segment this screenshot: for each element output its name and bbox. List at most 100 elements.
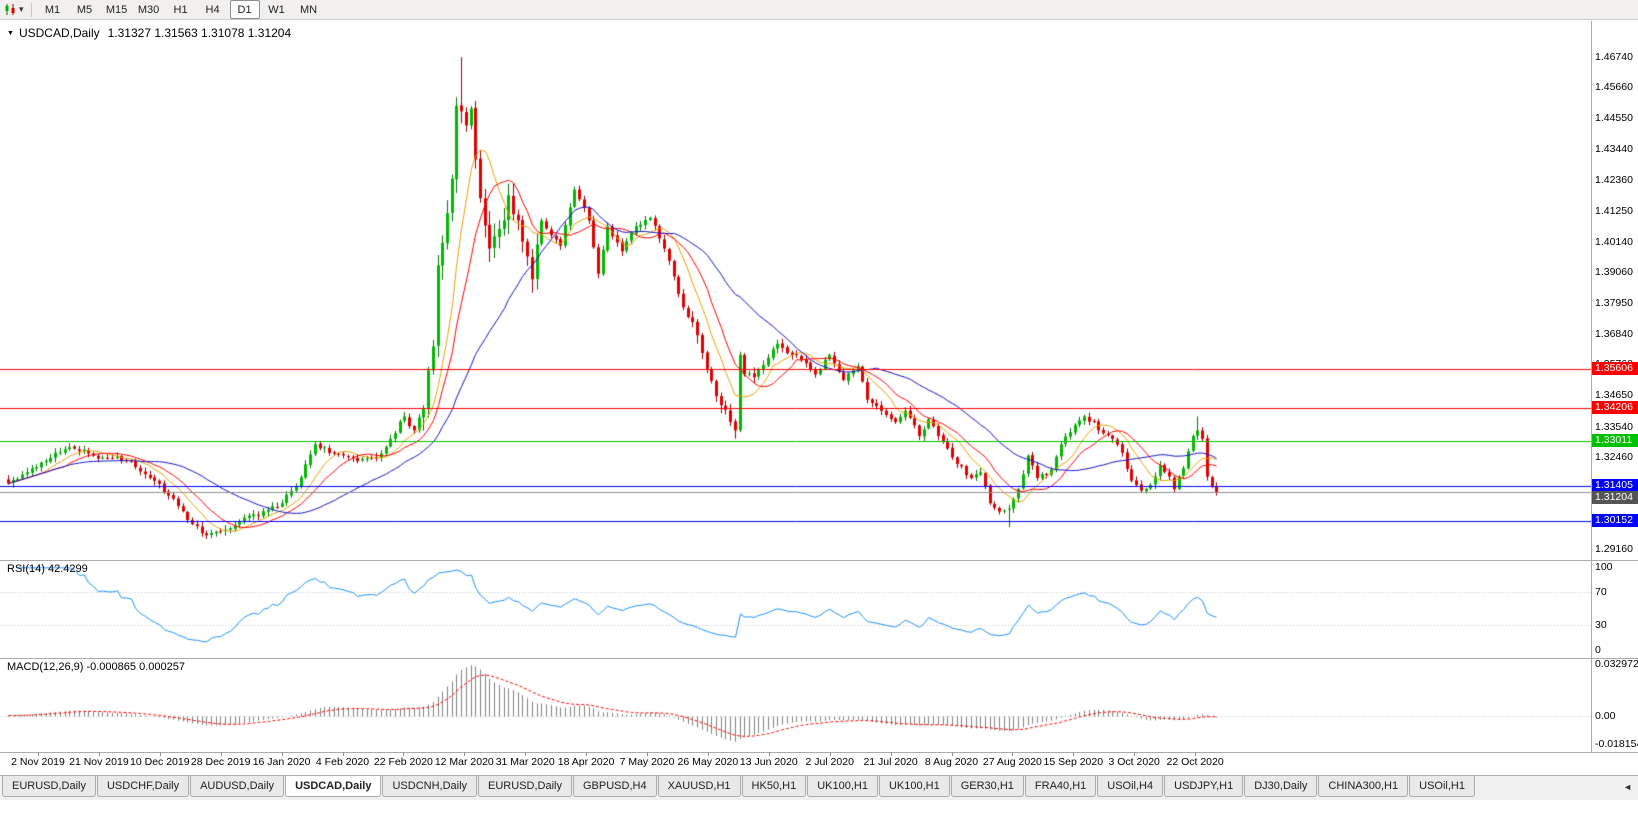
chart-tab-china300-h1[interactable]: CHINA300,H1 xyxy=(1318,776,1409,797)
date-tick xyxy=(1195,752,1196,756)
date-tick xyxy=(586,752,587,756)
rsi-tick-label: 0 xyxy=(1595,644,1601,656)
chart-ohlc-values: 1.31327 1.31563 1.31078 1.31204 xyxy=(107,26,292,40)
chart-tab-hk50-h1[interactable]: HK50,H1 xyxy=(741,776,807,797)
macd-tick-label: -0.018154 xyxy=(1595,738,1638,750)
chart-tab-dj30-daily[interactable]: DJ30,Daily xyxy=(1244,776,1318,797)
date-tick xyxy=(38,752,39,756)
date-label: 15 Sep 2020 xyxy=(1043,756,1104,768)
timeframe-button-m5[interactable]: M5 xyxy=(76,3,93,16)
date-label: 2 Nov 2019 xyxy=(11,756,65,768)
chart-tab-xauusd-h1[interactable]: XAUUSD,H1 xyxy=(657,776,741,797)
current-price-badge: 1.31204 xyxy=(1592,490,1638,504)
date-label: 27 Aug 2020 xyxy=(982,756,1042,768)
chart-tab-bar: EURUSD,Daily USDCHF,Daily AUDUSD,Daily USDC… xyxy=(0,775,1638,800)
macd-tick-label: 0.00 xyxy=(1595,709,1616,722)
price-tick-label: 1.42360 xyxy=(1595,173,1633,186)
date-tick xyxy=(1012,752,1013,756)
chart-tab-usoil-h4[interactable]: USOil,H4 xyxy=(1097,776,1164,797)
price-level-badge: 1.30152 xyxy=(1592,514,1638,528)
timeframe-button-mn[interactable]: MN xyxy=(299,3,318,16)
date-tick xyxy=(282,752,283,756)
date-tick xyxy=(708,752,709,756)
chart-type-icon[interactable] xyxy=(4,3,18,16)
rsi-tick-label: 30 xyxy=(1595,619,1607,632)
date-label: 8 Aug 2020 xyxy=(924,756,979,768)
chart-tab-uk100-h1[interactable]: UK100,H1 xyxy=(807,776,878,797)
price-tick-label: 1.41250 xyxy=(1595,204,1633,217)
chart-symbol-label: USDCAD,Daily xyxy=(18,26,100,40)
chart-tab-usdcad-daily[interactable]: USDCAD,Daily xyxy=(285,776,382,797)
price-tick-label: 1.46740 xyxy=(1595,51,1633,64)
dropdown-caret-icon[interactable]: ▾ xyxy=(19,4,24,14)
date-label: 16 Jan 2020 xyxy=(252,756,311,768)
price-level-badge: 1.31405 xyxy=(1592,479,1638,493)
date-label: 21 Jul 2020 xyxy=(863,756,918,768)
timeframe-button-group: M1 M5 M15 M30 H1 H4 D1 W1 MN xyxy=(37,0,325,20)
price-level-badge: 1.35606 xyxy=(1592,361,1638,375)
date-tick xyxy=(769,752,770,756)
chart-tab-fra40-h1[interactable]: FRA40,H1 xyxy=(1024,776,1097,797)
date-label: 10 Dec 2019 xyxy=(130,756,190,768)
date-label: 28 Dec 2019 xyxy=(190,756,251,768)
chart-tab-usoil-h1[interactable]: USOil,H1 xyxy=(1409,776,1475,797)
date-label: 2 Jul 2020 xyxy=(805,756,854,768)
price-tick-label: 1.32460 xyxy=(1595,450,1633,463)
date-tick xyxy=(1134,752,1135,756)
date-label: 22 Feb 2020 xyxy=(373,756,433,768)
timeframe-button-m15[interactable]: M15 xyxy=(105,3,128,16)
date-tick xyxy=(403,752,404,756)
date-tick xyxy=(343,752,344,756)
timeframe-button-m30[interactable]: M30 xyxy=(137,3,160,16)
chart-tab-usdjpy-h1[interactable]: USDJPY,H1 xyxy=(1164,776,1244,797)
date-label: 7 May 2020 xyxy=(619,756,675,768)
date-tick xyxy=(221,752,222,756)
date-label: 12 Mar 2020 xyxy=(434,756,494,768)
date-label: 31 Mar 2020 xyxy=(495,756,555,768)
date-tick xyxy=(891,752,892,756)
chart-tab-gbpusd-h4[interactable]: GBPUSD,H4 xyxy=(573,776,657,797)
chart-tab-ger30-h1[interactable]: GER30,H1 xyxy=(950,776,1024,797)
price-pane-canvas[interactable] xyxy=(0,21,1591,560)
rsi-indicator-label: RSI(14) 42.4299 xyxy=(7,563,88,575)
rsi-pane-canvas[interactable] xyxy=(0,561,1591,658)
macd-pane-canvas[interactable] xyxy=(0,659,1591,752)
price-tick-label: 1.36840 xyxy=(1595,328,1633,341)
date-label: 3 Oct 2020 xyxy=(1108,756,1160,768)
price-tick-label: 1.45660 xyxy=(1595,81,1633,94)
rsi-tick-label: 70 xyxy=(1595,585,1607,598)
pane-separator[interactable] xyxy=(0,658,1638,659)
pane-separator[interactable] xyxy=(0,560,1638,561)
timeframe-button-d1[interactable]: D1 xyxy=(229,0,260,20)
collapse-triangle-icon[interactable]: ▼ xyxy=(7,30,14,37)
chart-tab-usdcnh-daily[interactable]: USDCNH,Daily xyxy=(382,776,478,797)
price-tick-label: 1.40140 xyxy=(1595,235,1633,248)
price-level-badge: 1.34206 xyxy=(1592,400,1638,414)
chart-tab-eurusd-daily[interactable]: EURUSD,Daily xyxy=(478,776,572,797)
timeframe-button-m1[interactable]: M1 xyxy=(44,3,61,16)
timeframe-button-w1[interactable]: W1 xyxy=(268,3,285,16)
chart-tab-uk100-h1[interactable]: UK100,H1 xyxy=(878,776,950,797)
price-tick-label: 1.43440 xyxy=(1595,143,1633,156)
macd-indicator-label: MACD(12,26,9) -0.000865 0.000257 xyxy=(7,661,185,673)
toolbar-separator xyxy=(30,2,32,17)
date-tick xyxy=(647,752,648,756)
chart-tabs: EURUSD,Daily USDCHF,Daily AUDUSD,Daily USDC… xyxy=(2,776,1476,797)
chart-tab-audusd-daily[interactable]: AUDUSD,Daily xyxy=(190,776,285,797)
date-tick xyxy=(464,752,465,756)
chart-title: ▼ USDCAD,Daily 1.31327 1.31563 1.31078 1.3… xyxy=(7,26,291,40)
chart-tab-usdchf-daily[interactable]: USDCHF,Daily xyxy=(96,776,190,797)
price-tick-label: 1.33540 xyxy=(1595,420,1633,433)
timeframe-button-h4[interactable]: H4 xyxy=(205,3,220,16)
date-tick xyxy=(525,752,526,756)
date-tick xyxy=(160,752,161,756)
timeframe-button-h1[interactable]: H1 xyxy=(173,3,188,16)
date-label: 26 May 2020 xyxy=(677,756,739,768)
tab-scroll-left-icon[interactable]: ◄ xyxy=(1623,782,1632,792)
date-label: 4 Feb 2020 xyxy=(315,756,370,768)
chart-tab-eurusd-daily[interactable]: EURUSD,Daily xyxy=(2,776,96,797)
toolbar: ▾ M1 M5 M15 M30 H1 H4 D1 W1 MN xyxy=(0,0,1638,20)
price-tick-label: 1.39060 xyxy=(1595,266,1633,279)
date-label: 18 Apr 2020 xyxy=(557,756,615,768)
date-tick xyxy=(99,752,100,756)
